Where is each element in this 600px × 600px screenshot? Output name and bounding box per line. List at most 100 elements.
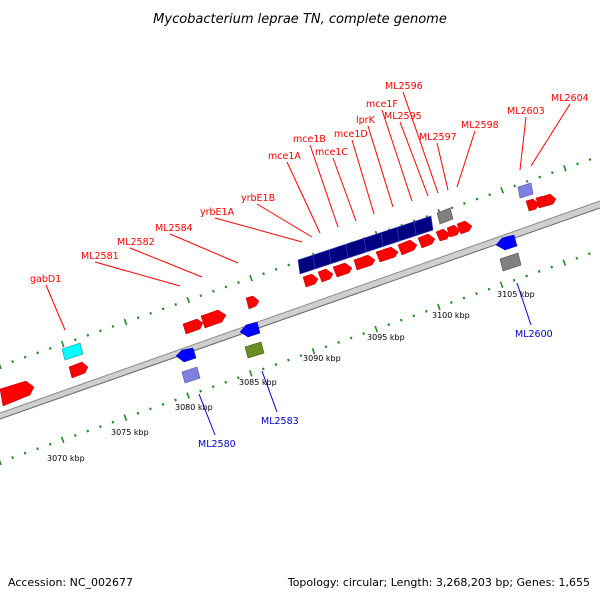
gene-arrow	[417, 233, 436, 249]
minor-tick	[262, 272, 265, 276]
gene-label-mce1c: mce1C	[315, 147, 348, 158]
major-tick	[437, 303, 441, 311]
minor-tick	[199, 294, 203, 298]
major-tick	[123, 414, 128, 421]
minor-tick	[324, 345, 328, 349]
minor-tick	[399, 318, 403, 322]
gene-arrow	[182, 318, 204, 335]
genome-backbone	[0, 200, 600, 420]
gene-label-ml2595: ML2595	[384, 111, 422, 122]
gene-arrow	[446, 224, 461, 238]
gene-label-ml2580: ML2580	[198, 439, 236, 450]
minor-tick	[287, 263, 291, 267]
map-title: Mycobacterium leprae TN, complete genome	[153, 12, 447, 27]
minor-tick	[299, 354, 303, 358]
minor-tick	[525, 274, 529, 278]
minor-tick	[575, 256, 579, 260]
minor-tick	[149, 311, 152, 315]
other-genes	[61, 182, 534, 384]
minor-tick	[412, 314, 416, 318]
gene-label-yrbe1a: yrbE1A	[200, 207, 235, 218]
minor-tick	[174, 398, 177, 402]
major-tick	[0, 459, 2, 466]
major-tick	[248, 370, 253, 377]
minor-tick	[337, 340, 340, 344]
scale-label-3095: 3095 kbp	[367, 333, 405, 342]
mce1-operon	[297, 215, 434, 275]
minor-tick	[98, 425, 102, 429]
gene-label-ml2597: ML2597	[419, 132, 457, 143]
scale-label-3075: 3075 kbp	[111, 428, 149, 437]
major-tick	[123, 318, 128, 326]
minor-tick	[11, 456, 14, 460]
major-tick	[500, 186, 504, 194]
minor-tick	[23, 451, 27, 455]
minor-tick	[537, 270, 541, 273]
minor-tick	[287, 358, 290, 362]
gene-arrow	[245, 295, 260, 310]
major-tick	[60, 436, 65, 444]
gene-arrow	[456, 220, 473, 235]
minor-tick	[236, 376, 240, 380]
minor-tick	[136, 411, 140, 415]
minor-tick	[86, 429, 90, 433]
gene-box-lavender	[517, 182, 534, 199]
minor-tick	[161, 402, 165, 406]
major-tick	[60, 340, 65, 348]
minor-tick	[462, 296, 466, 300]
scale-label-3105: 3105 kbp	[497, 290, 535, 299]
minor-tick	[450, 206, 454, 210]
gene-label-yrbe1b: yrbE1B	[241, 193, 275, 204]
gene-arrow	[543, 193, 557, 207]
gene-label-ml2582: ML2582	[117, 237, 155, 248]
gene-box-grey	[436, 207, 454, 225]
gene-arrow	[317, 268, 334, 283]
minor-tick	[576, 162, 579, 166]
gene-box-grey	[499, 252, 522, 272]
gene-label-ml2598: ML2598	[461, 120, 499, 131]
bottom-tick-row	[0, 252, 591, 466]
major-tick	[311, 347, 316, 355]
minor-tick	[174, 303, 178, 306]
gene-label-lprk: lprK	[356, 115, 376, 126]
minor-tick	[136, 316, 140, 320]
gene-arrow	[332, 262, 353, 278]
minor-tick	[111, 324, 115, 328]
minor-tick	[73, 433, 77, 437]
scale-label-3100: 3100 kbp	[432, 311, 470, 320]
gene-arrow	[302, 273, 319, 288]
minor-tick	[86, 333, 90, 337]
top-gene-labels: gabD1 ML2581 ML2582 ML2584 yrbE1A yrbE1B…	[30, 81, 589, 285]
minor-tick	[512, 278, 516, 282]
gene-arrow	[175, 347, 197, 363]
minor-tick	[149, 407, 152, 411]
minor-tick	[274, 363, 278, 366]
gene-label-ml2581: ML2581	[81, 251, 119, 262]
minor-tick	[73, 338, 77, 342]
minor-tick	[475, 292, 478, 296]
minor-tick	[475, 197, 479, 201]
gene-label-ml2596: ML2596	[385, 81, 423, 92]
gene-arrow	[525, 198, 540, 212]
operon-gene-box	[297, 215, 434, 275]
minor-tick	[224, 380, 228, 384]
forward-strand-genes	[0, 193, 557, 407]
gene-label-ml2604: ML2604	[551, 93, 589, 104]
gene-label-ml2603: ML2603	[507, 106, 545, 117]
gene-box-olive	[244, 341, 265, 359]
scale-label-3090: 3090 kbp	[303, 354, 341, 363]
major-tick	[374, 325, 379, 333]
minor-tick	[237, 281, 240, 284]
minor-tick	[513, 184, 517, 188]
minor-tick	[224, 285, 228, 289]
minor-tick	[211, 385, 215, 389]
bottom-gene-labels: ML2580 ML2583 ML2600	[198, 329, 553, 450]
minor-tick	[48, 442, 52, 446]
minor-tick	[551, 171, 554, 175]
gene-label-ml2600: ML2600	[515, 329, 553, 340]
scale-label-3070: 3070 kbp	[47, 454, 85, 463]
topology-text: Topology: circular; Length: 3,268,203 bp…	[287, 576, 590, 589]
gene-arrow	[200, 309, 227, 329]
minor-tick	[463, 201, 466, 205]
